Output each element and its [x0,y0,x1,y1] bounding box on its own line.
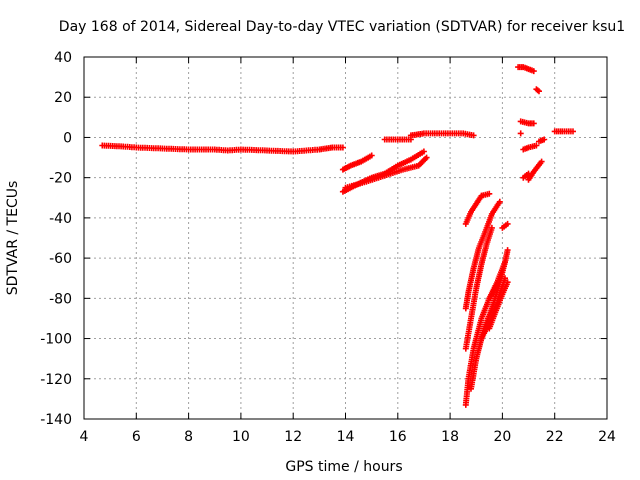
y-tick-label: -40 [49,211,72,227]
data-points [99,64,576,408]
y-tick-label: 40 [54,50,72,66]
y-tick-label: 20 [54,90,72,106]
x-tick-label: 20 [493,429,511,445]
x-tick-label: 8 [184,429,193,445]
data-point-track [462,198,503,312]
data-point-track [478,190,493,199]
x-tick-label: 4 [80,429,89,445]
data-point-track [99,142,346,155]
y-axis-title: SDTVAR / TECUs [5,181,21,296]
x-tick-label: 6 [132,429,141,445]
data-point-track [462,224,495,352]
data-point-track [536,136,548,145]
data-point-track [520,170,532,181]
grid [84,57,607,419]
y-tick-label: -120 [40,372,72,388]
data-point-track [342,154,430,191]
data-point-track [486,279,511,332]
x-tick-label: 14 [337,429,355,445]
data-point-track [551,128,576,135]
x-tick-label: 24 [598,429,616,445]
data-point-track [407,130,477,139]
y-tick-label: -140 [40,412,72,428]
x-tick-label: 10 [232,429,250,445]
y-tick-label: -100 [40,332,72,348]
data-point-track [517,118,537,127]
y-tick-label: -80 [49,291,72,307]
x-tick-label: 12 [284,429,302,445]
ticks [83,56,608,420]
x-tick-label: 22 [546,429,564,445]
y-tick-label: -60 [49,251,72,267]
x-axis-title: GPS time / hours [285,459,402,475]
data-point-track [499,220,511,231]
chart-title: Day 168 of 2014, Sidereal Day-to-day VTE… [59,19,625,35]
data-point-track [515,64,537,75]
data-point-track [533,86,542,95]
y-tick-label: 0 [63,130,72,146]
data-point-track [520,142,540,153]
y-tick-label: -20 [49,171,72,187]
x-tick-label: 16 [389,429,407,445]
data-point-track [462,192,485,227]
data-point-track [517,130,524,137]
data-point-track [339,152,375,173]
tick-labels: 4 6 8 10 12 14 16 18 20 22 24 40 20 0 -20 -40 -60 -80 -100… [40,50,616,445]
data-point-track [525,158,545,183]
data-point-track [381,136,414,143]
x-tick-label: 18 [441,429,459,445]
